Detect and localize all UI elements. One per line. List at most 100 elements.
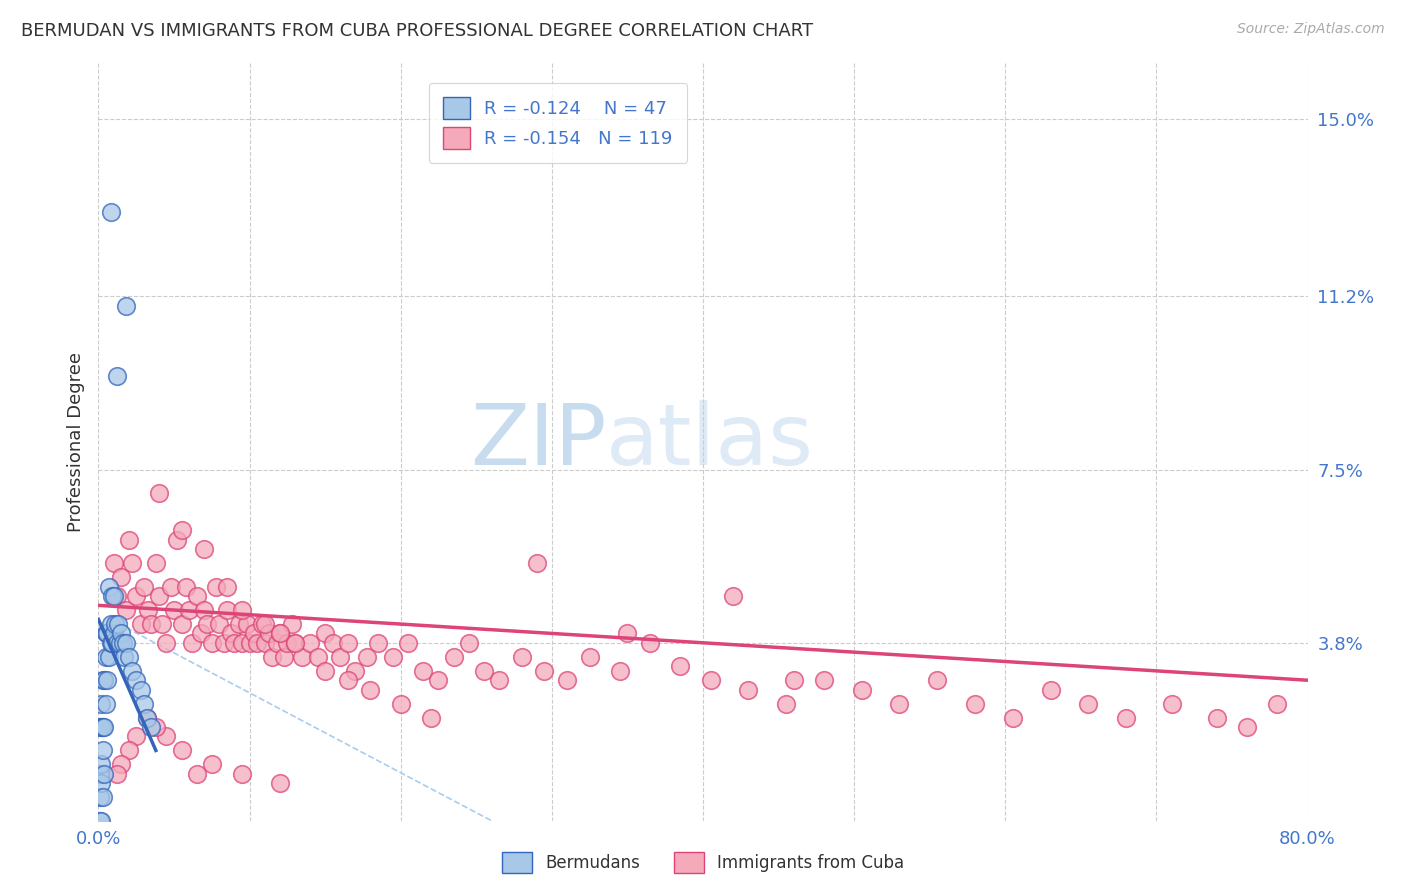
Point — [190, 626, 212, 640]
Point — [91, 790, 114, 805]
Point — [253, 617, 276, 632]
Point — [105, 636, 128, 650]
Point — [262, 649, 284, 664]
Point — [179, 603, 201, 617]
Point — [329, 649, 352, 664]
Point — [193, 603, 215, 617]
Point — [90, 720, 112, 734]
Point — [100, 636, 122, 650]
Y-axis label: Professional Degree: Professional Degree — [66, 351, 84, 532]
Point — [1039, 682, 1062, 697]
Point — [107, 617, 129, 632]
Point — [1267, 697, 1289, 711]
Point — [136, 603, 159, 617]
Point — [163, 603, 186, 617]
Point — [638, 636, 661, 650]
Point — [231, 603, 253, 617]
Point — [112, 649, 135, 664]
Point — [93, 767, 115, 781]
Point — [114, 636, 136, 650]
Point — [356, 649, 378, 664]
Point — [616, 626, 638, 640]
Point — [94, 649, 117, 664]
Point — [257, 626, 280, 640]
Point — [699, 673, 721, 688]
Point — [110, 626, 132, 640]
Point — [336, 636, 359, 650]
Point — [250, 617, 273, 632]
Point — [389, 697, 412, 711]
Point — [103, 626, 125, 640]
Point — [186, 767, 208, 781]
Point — [228, 617, 250, 632]
Point — [125, 730, 148, 744]
Point — [101, 589, 124, 603]
Point — [132, 697, 155, 711]
Point — [148, 486, 170, 500]
Point — [396, 636, 419, 650]
Point — [231, 767, 253, 781]
Point — [851, 682, 873, 697]
Point — [783, 673, 806, 688]
Point — [100, 617, 122, 632]
Point — [208, 617, 231, 632]
Point — [193, 542, 215, 557]
Point — [1160, 697, 1182, 711]
Point — [155, 730, 177, 744]
Point — [269, 626, 291, 640]
Point — [141, 720, 163, 734]
Point — [93, 720, 115, 734]
Point — [170, 617, 193, 632]
Point — [269, 626, 291, 640]
Point — [412, 664, 434, 678]
Point — [166, 533, 188, 547]
Point — [110, 757, 132, 772]
Point — [307, 649, 329, 664]
Point — [96, 673, 118, 688]
Point — [488, 673, 510, 688]
Point — [100, 205, 122, 219]
Point — [443, 649, 465, 664]
Point — [965, 697, 987, 711]
Point — [170, 743, 193, 757]
Point — [160, 580, 183, 594]
Point — [111, 636, 134, 650]
Point — [118, 533, 141, 547]
Point — [526, 556, 548, 570]
Point — [105, 589, 128, 603]
Point — [533, 664, 555, 678]
Point — [201, 636, 224, 650]
Point — [889, 697, 911, 711]
Point — [314, 664, 336, 678]
Point — [266, 636, 288, 650]
Point — [174, 580, 197, 594]
Point — [457, 636, 479, 650]
Point — [273, 649, 295, 664]
Point — [101, 636, 124, 650]
Point — [224, 636, 246, 650]
Point — [135, 711, 157, 725]
Point — [114, 603, 136, 617]
Point — [125, 589, 148, 603]
Point — [201, 757, 224, 772]
Point — [118, 743, 141, 757]
Point — [231, 636, 253, 650]
Point — [104, 617, 127, 632]
Point — [723, 589, 745, 603]
Text: ZIP: ZIP — [470, 400, 606, 483]
Point — [420, 711, 443, 725]
Point — [91, 673, 114, 688]
Point — [132, 580, 155, 594]
Point — [94, 626, 117, 640]
Point — [239, 636, 262, 650]
Point — [669, 659, 692, 673]
Point — [129, 617, 152, 632]
Point — [114, 299, 136, 313]
Legend: Bermudans, Immigrants from Cuba: Bermudans, Immigrants from Cuba — [495, 846, 911, 880]
Point — [91, 743, 114, 757]
Point — [89, 790, 111, 805]
Point — [215, 603, 238, 617]
Point — [336, 673, 359, 688]
Point — [367, 636, 389, 650]
Point — [360, 682, 382, 697]
